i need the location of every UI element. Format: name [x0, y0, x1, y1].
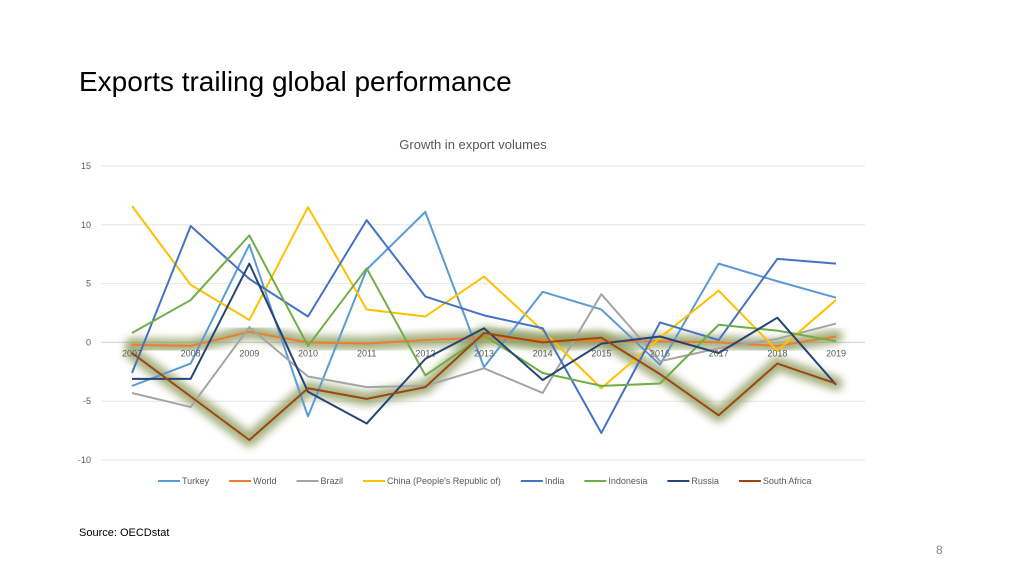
y-axis: -10 -5 0 5 10 15	[78, 161, 91, 465]
series-line-indonesia	[131, 234, 837, 387]
legend-label: South Africa	[763, 476, 812, 486]
legend-label: Russia	[691, 476, 719, 486]
x-tick-label: 2019	[826, 348, 846, 358]
series-line-south-africa	[131, 331, 837, 442]
y-tick-label: 5	[86, 279, 91, 289]
x-tick-label: 2016	[650, 348, 670, 358]
series-line-russia	[132, 262, 837, 425]
y-tick-label: 15	[81, 161, 91, 171]
x-tick-label: 2012	[415, 348, 435, 358]
x-tick-label: 2013	[474, 348, 494, 358]
x-tick-label: 2009	[239, 348, 259, 358]
legend-item: India	[520, 476, 565, 486]
legend-label: Brazil	[321, 476, 344, 486]
legend-item: Indonesia	[584, 476, 647, 486]
series-line-india	[131, 219, 837, 434]
y-tick-label: 0	[86, 337, 91, 347]
legend-item: South Africa	[738, 476, 812, 486]
legend: Turkey World Brazil China (People's Republi…	[158, 476, 811, 486]
legend-label: Indonesia	[608, 476, 647, 486]
legend-item: China (People's Republic of)	[363, 476, 501, 486]
legend-item: Brazil	[296, 476, 344, 486]
x-tick-label: 2008	[181, 348, 201, 358]
slide-title: Exports trailing global performance	[79, 66, 512, 97]
y-tick-label: -10	[78, 455, 91, 465]
x-tick-label: 2007	[122, 348, 142, 358]
legend-item: Turkey	[158, 476, 210, 486]
x-tick-label: 2010	[298, 348, 318, 358]
legend-label: Turkey	[182, 476, 210, 486]
x-axis: 2007 2008 2009 2010 2011 2012 2013 2014 2015 2016…	[122, 348, 846, 358]
series-line-brazil	[131, 293, 837, 409]
series-line-turkey	[131, 210, 837, 418]
page-number: 8	[936, 543, 943, 557]
series-line-china-people-s-republic-of	[131, 205, 837, 390]
y-tick-label: 10	[81, 220, 91, 230]
x-tick-label: 2015	[591, 348, 611, 358]
chart-title: Growth in export volumes	[399, 137, 547, 152]
legend-item: Russia	[667, 476, 719, 486]
x-tick-label: 2011	[357, 348, 376, 358]
legend-label: World	[253, 476, 276, 486]
series-line-world	[131, 330, 837, 347]
legend-label: China (People's Republic of)	[387, 476, 501, 486]
x-tick-label: 2018	[767, 348, 787, 358]
legend-label: India	[545, 476, 565, 486]
x-tick-label: 2014	[533, 348, 553, 358]
legend-item: World	[229, 476, 277, 486]
y-tick-label: -5	[83, 396, 91, 406]
series-lines	[131, 205, 837, 442]
source-note: Source: OECDstat	[79, 527, 170, 539]
x-tick-label: 2017	[709, 348, 729, 358]
